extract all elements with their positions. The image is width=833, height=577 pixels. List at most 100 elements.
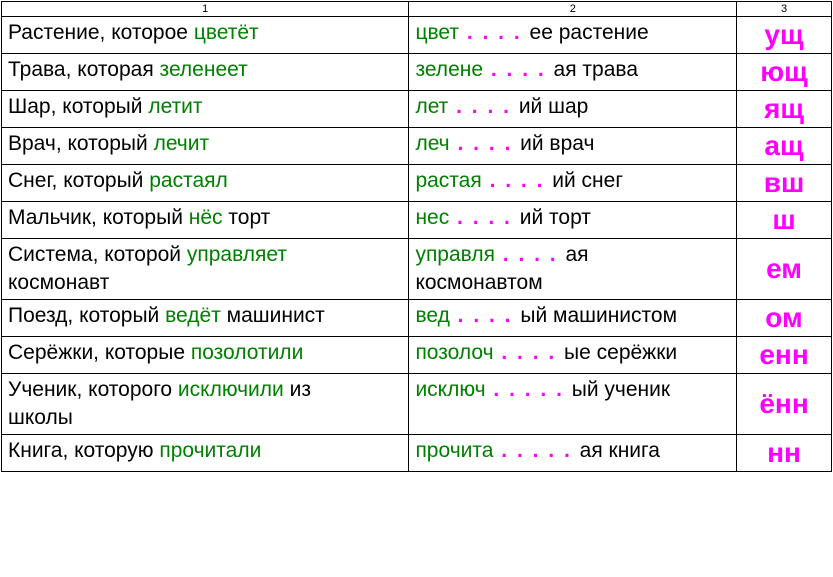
blank-dots: . . . . (448, 95, 519, 118)
participle-cell: исключ . . . . . ый ученик (409, 374, 737, 435)
participle-ending: ее растение (530, 21, 649, 44)
participle-ending: ий торт (520, 206, 591, 229)
participle-ending: ый ученик (572, 378, 670, 401)
phrase-suffix: из (284, 378, 311, 401)
phrase-cell: Мальчик, который нёс торт (2, 202, 409, 239)
suffix-cell: ющ (737, 54, 832, 91)
phrase-prefix: Врач, который (8, 132, 154, 155)
participle-ending: ая трава (554, 58, 638, 81)
table-row: Шар, который летитлет . . . . ий шарящ (2, 91, 832, 128)
suffix-text: ющ (760, 56, 808, 87)
participle-ending: ий снег (552, 169, 623, 192)
participle-ending: ая книга (580, 439, 660, 462)
participle-ending: ый машинистом (520, 304, 677, 327)
suffix-cell: ённ (737, 374, 832, 435)
phrase-cell: Снег, который растаял (2, 165, 409, 202)
phrase-cell: Ученик, которого исключили изшколы (2, 374, 409, 435)
participle-ending: ая (565, 243, 588, 266)
suffix-cell: ящ (737, 91, 832, 128)
suffix-cell: ом (737, 300, 832, 337)
phrase-prefix: Трава, которая (8, 58, 160, 81)
participle-stem: нес (415, 206, 449, 229)
blank-dots: . . . . . (486, 378, 572, 401)
table-row: Мальчик, который нёс тортнес . . . . ий … (2, 202, 832, 239)
participle-stem: исключ (415, 378, 485, 401)
phrase-prefix: Мальчик, который (8, 206, 189, 229)
participle-cell: нес . . . . ий торт (409, 202, 737, 239)
phrase-suffix: машинист (221, 304, 325, 327)
phrase-verb: лечит (154, 132, 210, 155)
suffix-cell: енн (737, 337, 832, 374)
phrase-verb: зеленеет (160, 58, 248, 81)
suffix-text: ом (765, 302, 802, 333)
participle-cell: позолоч . . . . ые серёжки (409, 337, 737, 374)
table-row: Серёжки, которые позолотилипозолоч . . .… (2, 337, 832, 374)
participle-cell: прочита . . . . . ая книга (409, 435, 737, 472)
participle-ending: ий врач (520, 132, 594, 155)
phrase-verb: управляет (187, 243, 287, 266)
phrase-verb: летит (148, 95, 202, 118)
phrase-verb: ведёт (165, 304, 221, 327)
phrase-cell: Врач, который лечит (2, 128, 409, 165)
header-col2: 2 (409, 2, 737, 17)
blank-dots: . . . . . (493, 439, 579, 462)
blank-dots: . . . . (495, 243, 566, 266)
phrase-cell: Растение, которое цветёт (2, 17, 409, 54)
participle-stem: растая (415, 169, 481, 192)
participle-ending: ий шар (519, 95, 589, 118)
blank-dots: . . . . (450, 132, 521, 155)
grammar-table: 1 2 3 Растение, которое цветётцвет . . .… (1, 1, 832, 472)
phrase-prefix: Книга, которую (8, 439, 159, 462)
phrase-verb: цветёт (194, 21, 259, 44)
participle-stem: вед (415, 304, 449, 327)
participle-cell: зелене . . . . ая трава (409, 54, 737, 91)
participle-cell: вед . . . . ый машинистом (409, 300, 737, 337)
phrase-prefix: Ученик, которого (8, 378, 178, 401)
table-row: Трава, которая зеленеетзелене . . . . ая… (2, 54, 832, 91)
header-row: 1 2 3 (2, 2, 832, 17)
phrase-prefix: Шар, который (8, 95, 148, 118)
phrase-prefix: Система, которой (8, 243, 187, 266)
table-row: Ученик, которого исключили изшколыисключ… (2, 374, 832, 435)
suffix-cell: вш (737, 165, 832, 202)
participle-cell: лет . . . . ий шар (409, 91, 737, 128)
blank-dots: . . . . (482, 169, 553, 192)
suffix-text: ённ (759, 388, 808, 419)
suffix-text: ем (766, 253, 802, 284)
participle-line2: космонавтом (415, 271, 730, 295)
phrase-cell: Поезд, который ведёт машинист (2, 300, 409, 337)
suffix-text: ащ (764, 130, 803, 161)
phrase-line2: космонавт (8, 271, 402, 295)
phrase-cell: Шар, который летит (2, 91, 409, 128)
phrase-verb: позолотили (191, 341, 303, 364)
suffix-text: нн (767, 437, 801, 468)
participle-stem: позолоч (415, 341, 493, 364)
phrase-verb: растаял (149, 169, 228, 192)
table-row: Поезд, который ведёт машиниствед . . . .… (2, 300, 832, 337)
participle-stem: леч (415, 132, 449, 155)
phrase-prefix: Растение, которое (8, 21, 194, 44)
blank-dots: . . . . (449, 206, 520, 229)
participle-cell: цвет . . . . ее растение (409, 17, 737, 54)
phrase-cell: Трава, которая зеленеет (2, 54, 409, 91)
phrase-cell: Серёжки, которые позолотили (2, 337, 409, 374)
phrase-verb: нёс (189, 206, 223, 229)
table-row: Система, которой управляет космонавт управ… (2, 239, 832, 300)
suffix-text: ш (772, 204, 795, 235)
phrase-prefix: Снег, который (8, 169, 149, 192)
suffix-cell: ащ (737, 128, 832, 165)
participle-cell: леч . . . . ий врач (409, 128, 737, 165)
phrase-cell: Книга, которую прочитали (2, 435, 409, 472)
suffix-text: ущ (764, 19, 803, 50)
participle-stem: управля (415, 243, 495, 266)
participle-ending: ые серёжки (564, 341, 677, 364)
phrase-verb: исключили (178, 378, 284, 401)
blank-dots: . . . . (450, 304, 521, 327)
suffix-text: енн (759, 339, 808, 370)
participle-stem: зелене (415, 58, 483, 81)
participle-cell: управля . . . . ая космонавтом (409, 239, 737, 300)
table-row: Книга, которую прочиталипрочита . . . . … (2, 435, 832, 472)
blank-dots: . . . . (459, 21, 530, 44)
table-row: Растение, которое цветётцвет . . . . ее … (2, 17, 832, 54)
phrase-suffix: торт (223, 206, 271, 229)
